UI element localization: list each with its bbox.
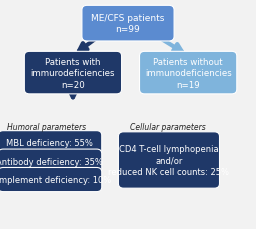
Text: CD4 T-cell lymphopenia
and/or
reduced NK cell counts: 25%: CD4 T-cell lymphopenia and/or reduced NK… xyxy=(109,144,229,176)
FancyBboxPatch shape xyxy=(0,131,102,155)
FancyBboxPatch shape xyxy=(0,168,102,192)
FancyBboxPatch shape xyxy=(140,52,237,94)
Text: MBL deficiency: 55%: MBL deficiency: 55% xyxy=(6,139,93,148)
Text: Cellular parameters: Cellular parameters xyxy=(130,123,206,132)
FancyBboxPatch shape xyxy=(82,6,174,42)
Text: Antibody deficiency: 35%: Antibody deficiency: 35% xyxy=(0,157,103,166)
Text: ME/CFS patients
n=99: ME/CFS patients n=99 xyxy=(91,14,165,34)
FancyBboxPatch shape xyxy=(118,132,219,188)
Text: Humoral parameters: Humoral parameters xyxy=(6,123,86,132)
Text: Patients with
immurodeficiencies
n=20: Patients with immurodeficiencies n=20 xyxy=(31,57,115,89)
FancyBboxPatch shape xyxy=(0,150,102,174)
Text: Patients without
immunodeficiencies
n=19: Patients without immunodeficiencies n=19 xyxy=(145,57,231,89)
FancyBboxPatch shape xyxy=(24,52,122,94)
Text: Complement deficiency: 10%: Complement deficiency: 10% xyxy=(0,175,112,184)
